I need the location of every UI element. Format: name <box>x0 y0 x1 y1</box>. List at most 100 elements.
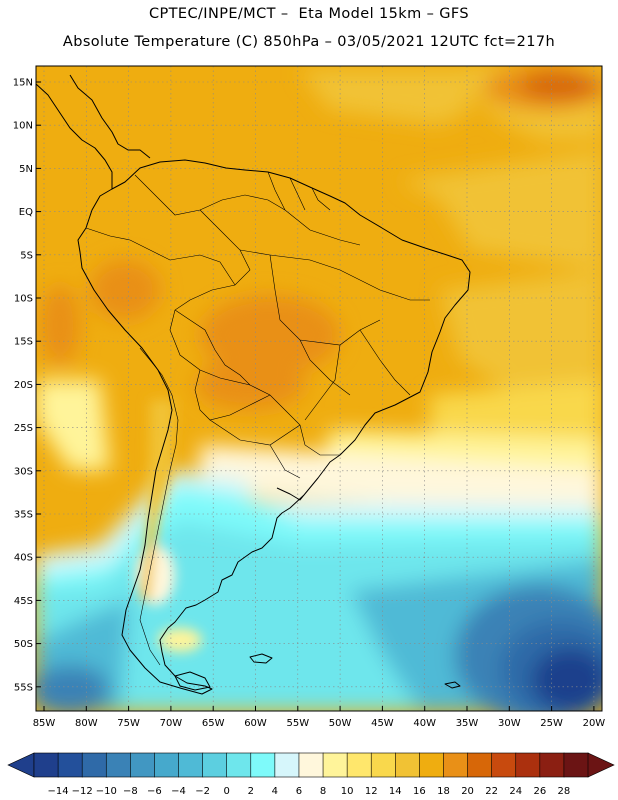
band-n-ocean <box>300 70 470 125</box>
colorbar-swatch <box>33 752 59 778</box>
colorbar: −14 −12 −10 −8 −6 −4 −2 0 2 4 6 8 10 12 14 16 18 20 22 24 26… <box>7 752 615 797</box>
colorbar-label: 2 <box>248 786 254 797</box>
lat-label: 5N <box>19 164 33 175</box>
lat-label: 5S <box>20 250 33 261</box>
map-title-line-2: Absolute Temperature (C) 850hPa – 03/05/… <box>62 34 556 50</box>
colorbar-swatch <box>443 752 469 778</box>
hotspot-pacific-coast <box>40 285 80 365</box>
hotspot-central-brazil <box>200 295 340 375</box>
warm-patagonia-patch <box>158 628 202 652</box>
lon-label: 65W <box>202 718 225 729</box>
band-cream <box>200 445 602 510</box>
cold-core-inner <box>532 648 602 711</box>
colorbar-swatch <box>491 752 517 778</box>
colorbar-label: −12 <box>72 786 93 797</box>
colorbar-label: 14 <box>389 786 402 797</box>
colorbar-swatch <box>322 752 348 778</box>
lat-label: 25S <box>14 423 33 434</box>
border-peru-colombia <box>85 227 236 286</box>
band-west-coast <box>36 380 110 470</box>
lon-label: 30W <box>498 718 521 729</box>
colorbar-swatch <box>154 752 180 778</box>
colorbar-swatch <box>57 752 83 778</box>
colorbar-label: 16 <box>413 786 426 797</box>
colorbar-swatch <box>515 752 541 778</box>
colorbar-swatch <box>178 752 204 778</box>
colorbar-over-arrow <box>587 752 615 778</box>
colorbar-swatch <box>202 752 228 778</box>
colorbar-swatch <box>395 752 420 778</box>
colorbar-swatch <box>419 752 445 778</box>
colorbar-label: 0 <box>224 786 230 797</box>
colorbar-swatch <box>563 752 589 778</box>
map-frame <box>35 65 603 712</box>
colorbar-swatch <box>370 752 396 778</box>
colorbar-label: 12 <box>365 786 378 797</box>
colorbar-label: −14 <box>48 786 69 797</box>
border-argentina-paraguay <box>209 419 301 479</box>
lat-label: 35S <box>14 510 33 521</box>
lat-label: 40S <box>14 553 33 564</box>
colorbar-label: −10 <box>96 786 117 797</box>
colorbar-swatch <box>539 752 565 778</box>
rio-de-la-plata <box>276 487 305 501</box>
lon-label: 40W <box>413 718 436 729</box>
border-andes <box>139 347 179 666</box>
colorbar-label: 28 <box>558 786 571 797</box>
colorbar-label: 24 <box>509 786 522 797</box>
lat-label: 50S <box>14 639 33 650</box>
colorbar-label: 22 <box>485 786 498 797</box>
lat-label: 10S <box>14 294 33 305</box>
hotspot-peru <box>90 260 160 320</box>
falkland-islands <box>249 653 273 664</box>
colorbar-label: −4 <box>171 786 186 797</box>
colorbar-label: 4 <box>272 786 278 797</box>
lon-label: 70W <box>160 718 183 729</box>
coastlines <box>35 74 471 695</box>
lon-label: 50W <box>329 718 352 729</box>
lat-label: 20S <box>14 380 33 391</box>
colorbar-swatch <box>274 752 300 778</box>
colorbar-label: 8 <box>320 786 326 797</box>
cold-sw-corner <box>36 665 110 711</box>
lon-label: 45W <box>371 718 394 729</box>
map-title-line-1: CPTEC/INPE/MCT – Eta Model 15km – GFS <box>148 6 470 22</box>
south-georgia <box>444 681 461 689</box>
colorbar-label: −2 <box>195 786 210 797</box>
central-america-caribbean-coast <box>69 74 151 159</box>
colorbar-label: 18 <box>437 786 450 797</box>
colorbar-swatch <box>81 752 107 778</box>
colorbar-under-arrow <box>7 752 35 778</box>
longitude-axis: 85W 80W 75W 70W 65W 60W 55W 50W 45W 40W 35W 30W 25W 2… <box>33 706 606 729</box>
lat-label: 45S <box>14 596 33 607</box>
latitude-axis: 15N 10N 5N EQ 5S 10S 15S 20S 25S 30S 35S 40S 45S 50S 5… <box>13 78 41 693</box>
south-america-coastline <box>77 159 471 695</box>
band-atlantic-mid <box>440 270 602 420</box>
lat-label: 15S <box>14 337 33 348</box>
lat-label: 30S <box>14 466 33 477</box>
lon-label: 20W <box>583 718 606 729</box>
colorbar-swatch <box>226 752 252 778</box>
colorbar-swatch <box>250 752 276 778</box>
lon-label: 35W <box>456 718 479 729</box>
lon-label: 60W <box>244 718 267 729</box>
tierra-del-fuego <box>174 671 211 691</box>
lon-label: 80W <box>75 718 98 729</box>
lon-label: 85W <box>33 718 56 729</box>
temperature-field <box>36 66 602 711</box>
colorbar-label: 10 <box>341 786 354 797</box>
border-brazil-states <box>239 209 430 421</box>
lat-label: 15N <box>13 78 33 89</box>
colorbar-label: 6 <box>296 786 302 797</box>
lat-label: 55S <box>14 682 33 693</box>
lon-label: 25W <box>540 718 563 729</box>
colorbar-label: 26 <box>533 786 546 797</box>
colorbar-swatch <box>346 752 372 778</box>
colorbar-label: −6 <box>147 786 162 797</box>
band-ne-dark <box>520 71 600 101</box>
lon-label: 55W <box>286 718 309 729</box>
country-borders <box>85 171 430 666</box>
lat-label: 10N <box>13 121 33 132</box>
lon-label: 75W <box>117 718 140 729</box>
